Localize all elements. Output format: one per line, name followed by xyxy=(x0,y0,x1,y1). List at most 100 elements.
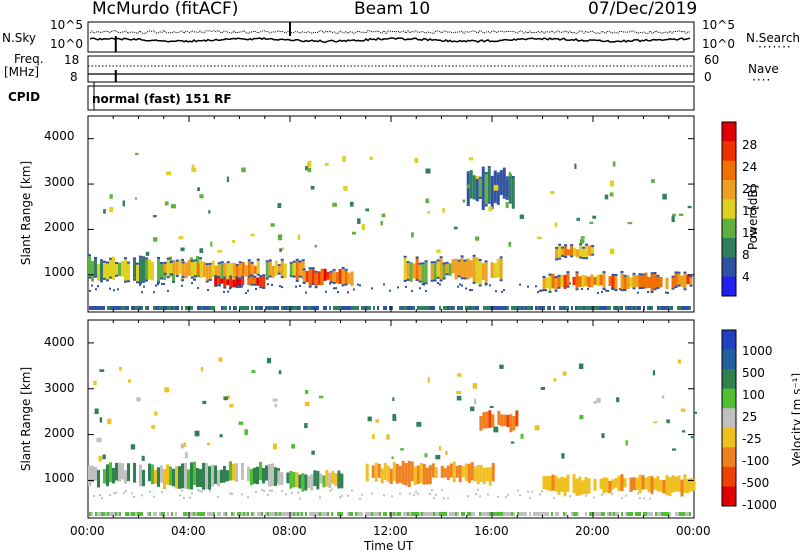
data-cell xyxy=(635,275,639,287)
ground-scatter-cell xyxy=(97,285,99,288)
scatter-speck xyxy=(596,397,601,403)
data-cell xyxy=(181,258,184,261)
ground-scatter-cell xyxy=(207,289,209,292)
data-cell xyxy=(329,270,333,273)
data-cell xyxy=(235,263,239,266)
data-cell xyxy=(412,263,416,279)
ground-scatter-cell xyxy=(411,289,413,292)
data-cell xyxy=(511,178,515,207)
ground-scatter-cell xyxy=(567,306,569,310)
ground-scatter-cell xyxy=(181,284,183,287)
data-cell xyxy=(220,261,224,264)
power-cbar-swatch xyxy=(722,276,736,297)
data-cell xyxy=(88,465,91,487)
data-cell xyxy=(256,273,260,276)
scatter-speck xyxy=(250,233,255,237)
ground-scatter-cell xyxy=(317,512,319,516)
data-cell xyxy=(308,285,312,288)
ground-scatter-cell xyxy=(147,306,149,310)
data-cell xyxy=(542,289,546,292)
data-cell xyxy=(398,465,402,483)
data-cell xyxy=(674,476,678,492)
ground-scatter-cell xyxy=(419,306,421,310)
data-cell xyxy=(629,477,633,492)
ground-scatter-cell xyxy=(351,489,353,492)
scatter-speck xyxy=(349,201,354,207)
data-cell xyxy=(91,465,94,483)
data-cell xyxy=(109,257,112,260)
ground-scatter-cell xyxy=(361,512,363,516)
scatter-speck xyxy=(652,370,656,376)
ground-scatter-cell xyxy=(145,306,147,310)
data-cell xyxy=(424,282,428,285)
data-cell xyxy=(650,272,654,275)
data-cell xyxy=(505,178,509,198)
ground-scatter-cell xyxy=(209,489,211,492)
ground-scatter-cell xyxy=(261,512,263,516)
data-cell xyxy=(214,275,218,278)
ground-scatter-cell xyxy=(563,306,565,310)
data-cell xyxy=(593,478,597,491)
data-cell xyxy=(463,259,467,262)
velocity-cbar-swatch xyxy=(722,330,736,351)
data-cell xyxy=(448,263,452,276)
data-cell xyxy=(499,258,503,280)
scatter-speck xyxy=(453,226,458,230)
data-cell xyxy=(472,175,476,200)
velocity-cbar-tick-1: 500 xyxy=(742,366,765,380)
ground-scatter-cell xyxy=(429,493,431,496)
power-ytick-3000: 3000 xyxy=(44,175,75,189)
data-cell xyxy=(623,478,627,488)
ground-scatter-cell xyxy=(403,512,405,516)
ground-scatter-cell xyxy=(577,512,579,516)
ground-scatter-cell xyxy=(681,306,683,310)
data-cell xyxy=(323,268,327,281)
data-cell xyxy=(585,245,589,258)
scatter-speck xyxy=(386,434,390,440)
data-cell xyxy=(635,477,639,491)
data-cell xyxy=(298,275,302,278)
data-cell xyxy=(626,275,630,290)
data-cell xyxy=(292,275,296,278)
power-cbar-swatch xyxy=(722,180,736,200)
ground-scatter-cell xyxy=(291,512,293,516)
data-cell xyxy=(665,475,669,496)
ground-scatter-cell xyxy=(503,289,505,292)
ground-scatter-cell xyxy=(283,306,285,310)
ground-scatter-cell xyxy=(167,289,169,292)
ground-scatter-cell xyxy=(281,286,283,289)
data-cell xyxy=(178,260,182,274)
ground-scatter-cell xyxy=(425,289,427,292)
ground-scatter-cell xyxy=(519,494,521,497)
data-cell xyxy=(235,463,238,482)
data-cell xyxy=(617,475,621,492)
data-cell xyxy=(421,262,425,265)
ground-scatter-cell xyxy=(161,512,163,516)
data-cell xyxy=(100,259,103,262)
data-cell xyxy=(259,461,262,481)
data-cell xyxy=(548,275,552,291)
data-cell xyxy=(659,276,663,288)
data-cell xyxy=(148,259,151,280)
scatter-speck xyxy=(231,240,236,243)
scatter-speck xyxy=(266,357,272,364)
ground-scatter-cell xyxy=(269,489,271,492)
data-cell xyxy=(578,476,582,496)
data-cell xyxy=(172,280,175,283)
ground-scatter-cell xyxy=(361,306,363,310)
data-cell xyxy=(416,465,420,484)
data-cell xyxy=(488,410,492,428)
ground-scatter-cell xyxy=(585,512,587,516)
data-cell xyxy=(295,258,299,261)
data-cell xyxy=(268,259,272,262)
nsearch-trace xyxy=(89,29,691,35)
ground-scatter-cell xyxy=(277,306,279,310)
data-cell xyxy=(591,247,595,254)
data-cell xyxy=(467,463,471,483)
data-cell xyxy=(163,272,167,275)
ground-scatter-cell xyxy=(179,494,181,497)
data-cell xyxy=(247,466,250,482)
ground-scatter-cell xyxy=(547,512,549,516)
ground-scatter-cell xyxy=(245,291,247,294)
data-cell xyxy=(454,258,458,280)
